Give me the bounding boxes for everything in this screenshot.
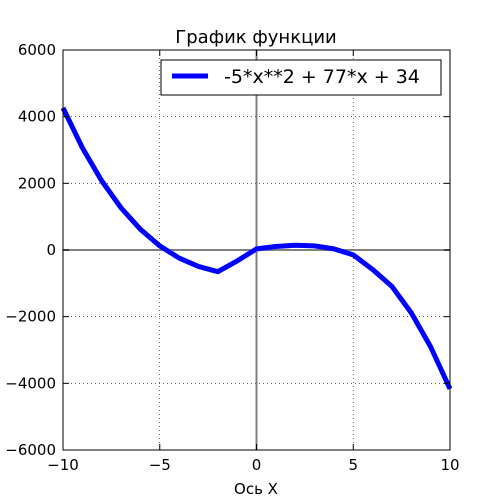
y-tick-label: 2000 xyxy=(18,174,56,192)
x-tick-label: 0 xyxy=(252,456,262,474)
x-axis-label: Ось X xyxy=(234,480,278,498)
x-tick-label: −5 xyxy=(149,456,171,474)
legend-series-label: -5*x**2 + 77*x + 34 xyxy=(224,66,420,88)
ticks: −10 −5 0 5 10 −6000 −4000 −2000 0 2000 4000 6000 xyxy=(5,41,459,474)
x-tick-label: 5 xyxy=(348,456,358,474)
y-tick-label: −2000 xyxy=(5,308,56,326)
y-tick-label: 4000 xyxy=(18,108,56,126)
series-line xyxy=(60,106,453,390)
y-tick-label: −4000 xyxy=(5,374,56,392)
series-layer xyxy=(60,106,453,390)
chart-title: График функции xyxy=(175,27,336,48)
legend: -5*x**2 + 77*x + 34 xyxy=(160,59,442,96)
x-tick-label: 10 xyxy=(440,456,459,474)
y-tick-label: 0 xyxy=(46,241,56,259)
y-tick-label: 6000 xyxy=(18,41,56,59)
y-tick-label: −6000 xyxy=(5,441,56,459)
x-tick-label: −10 xyxy=(47,456,79,474)
